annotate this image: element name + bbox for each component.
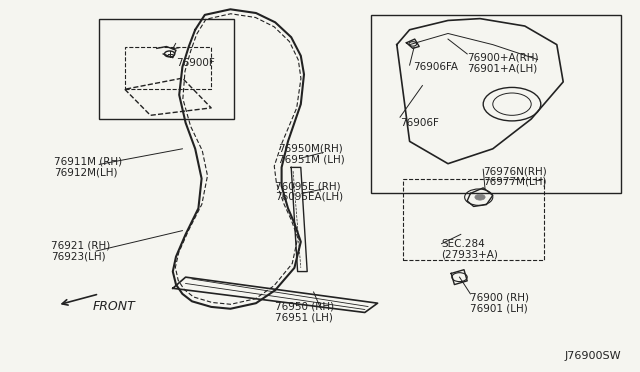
Text: 76900 (RH): 76900 (RH): [470, 293, 529, 302]
Bar: [125, 46, 211, 89]
Text: 76906FA: 76906FA: [413, 62, 458, 72]
Circle shape: [475, 194, 485, 200]
Text: 76950 (RH): 76950 (RH): [275, 302, 334, 312]
Text: 76095EA(LH): 76095EA(LH): [275, 192, 343, 201]
Text: 76921 (RH): 76921 (RH): [51, 241, 111, 250]
Text: 76901 (LH): 76901 (LH): [470, 303, 528, 313]
Text: 76911M (RH): 76911M (RH): [54, 157, 122, 167]
Text: 76095E (RH): 76095E (RH): [275, 181, 341, 191]
Text: 76900F: 76900F: [176, 58, 215, 68]
Text: J76900SW: J76900SW: [564, 351, 621, 361]
Text: 76901+A(LH): 76901+A(LH): [467, 63, 538, 73]
Text: (27933+A): (27933+A): [442, 250, 499, 260]
Text: 76951M (LH): 76951M (LH): [278, 154, 345, 164]
Text: FRONT: FRONT: [93, 301, 136, 313]
Text: 76976N(RH): 76976N(RH): [483, 166, 547, 176]
Text: 76951 (LH): 76951 (LH): [275, 312, 333, 322]
Text: 76923(LH): 76923(LH): [51, 252, 106, 262]
Bar: [403, 179, 544, 260]
Text: SEC.284: SEC.284: [442, 239, 485, 248]
Text: 76906F: 76906F: [400, 118, 439, 128]
Text: 76900+A(RH): 76900+A(RH): [467, 53, 539, 62]
Bar: [99, 19, 234, 119]
Text: 76912M(LH): 76912M(LH): [54, 168, 118, 178]
Text: 76950M(RH): 76950M(RH): [278, 144, 343, 154]
Text: 76977M(LH): 76977M(LH): [483, 177, 547, 186]
Bar: [371, 15, 621, 193]
